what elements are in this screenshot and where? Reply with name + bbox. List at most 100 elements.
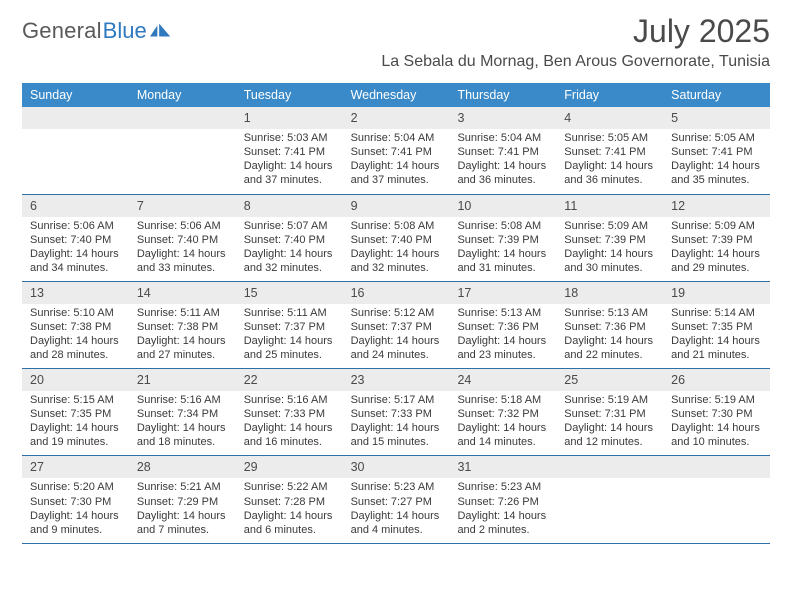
day-body: Sunrise: 5:04 AMSunset: 7:41 PMDaylight:… (343, 129, 450, 193)
calendar: Sunday Monday Tuesday Wednesday Thursday… (22, 83, 770, 544)
daylight-line: Daylight: 14 hours and 30 minutes. (564, 247, 655, 275)
day-body: Sunrise: 5:13 AMSunset: 7:36 PMDaylight:… (449, 304, 556, 368)
sunrise-line: Sunrise: 5:19 AM (671, 393, 762, 407)
calendar-day: 2Sunrise: 5:04 AMSunset: 7:41 PMDaylight… (343, 107, 450, 193)
daylight-line: Daylight: 14 hours and 6 minutes. (244, 509, 335, 537)
calendar-day: 28Sunrise: 5:21 AMSunset: 7:29 PMDayligh… (129, 456, 236, 542)
location-line: La Sebala du Mornag, Ben Arous Governora… (381, 53, 770, 71)
sunrise-line: Sunrise: 5:05 AM (671, 131, 762, 145)
weekday-saturday: Saturday (663, 83, 770, 107)
sunset-line: Sunset: 7:26 PM (457, 495, 548, 509)
daylight-line: Daylight: 14 hours and 31 minutes. (457, 247, 548, 275)
sunset-line: Sunset: 7:36 PM (564, 320, 655, 334)
calendar-day: 0 (22, 107, 129, 193)
brand-sail-icon (150, 23, 172, 39)
day-body: Sunrise: 5:23 AMSunset: 7:27 PMDaylight:… (343, 478, 450, 542)
sunset-line: Sunset: 7:33 PM (244, 407, 335, 421)
day-number-row: 3 (449, 107, 556, 129)
calendar-day: 13Sunrise: 5:10 AMSunset: 7:38 PMDayligh… (22, 282, 129, 368)
day-number: 6 (30, 199, 37, 213)
weekday-monday: Monday (129, 83, 236, 107)
daylight-line: Daylight: 14 hours and 21 minutes. (671, 334, 762, 362)
sunset-line: Sunset: 7:29 PM (137, 495, 228, 509)
day-number-row: 14 (129, 282, 236, 304)
day-body: Sunrise: 5:07 AMSunset: 7:40 PMDaylight:… (236, 217, 343, 281)
calendar-day: 3Sunrise: 5:04 AMSunset: 7:41 PMDaylight… (449, 107, 556, 193)
sunset-line: Sunset: 7:41 PM (671, 145, 762, 159)
day-body: Sunrise: 5:19 AMSunset: 7:31 PMDaylight:… (556, 391, 663, 455)
day-number: 8 (244, 199, 251, 213)
sunset-line: Sunset: 7:39 PM (457, 233, 548, 247)
daylight-line: Daylight: 14 hours and 12 minutes. (564, 421, 655, 449)
calendar-day: 24Sunrise: 5:18 AMSunset: 7:32 PMDayligh… (449, 369, 556, 455)
sunrise-line: Sunrise: 5:07 AM (244, 219, 335, 233)
sunset-line: Sunset: 7:38 PM (30, 320, 121, 334)
day-body: Sunrise: 5:05 AMSunset: 7:41 PMDaylight:… (556, 129, 663, 193)
calendar-day: 25Sunrise: 5:19 AMSunset: 7:31 PMDayligh… (556, 369, 663, 455)
day-number: 7 (137, 199, 144, 213)
weekday-header-row: Sunday Monday Tuesday Wednesday Thursday… (22, 83, 770, 107)
sunrise-line: Sunrise: 5:20 AM (30, 480, 121, 494)
daylight-line: Daylight: 14 hours and 23 minutes. (457, 334, 548, 362)
sunrise-line: Sunrise: 5:15 AM (30, 393, 121, 407)
day-number: 12 (671, 199, 685, 213)
day-number-row: 0 (556, 456, 663, 478)
day-number-row: 23 (343, 369, 450, 391)
daylight-line: Daylight: 14 hours and 37 minutes. (244, 159, 335, 187)
calendar-day: 9Sunrise: 5:08 AMSunset: 7:40 PMDaylight… (343, 195, 450, 281)
sunset-line: Sunset: 7:41 PM (564, 145, 655, 159)
day-number-row: 22 (236, 369, 343, 391)
day-number-row: 6 (22, 195, 129, 217)
day-number: 29 (244, 460, 258, 474)
sunrise-line: Sunrise: 5:16 AM (244, 393, 335, 407)
daylight-line: Daylight: 14 hours and 34 minutes. (30, 247, 121, 275)
day-number: 20 (30, 373, 44, 387)
daylight-line: Daylight: 14 hours and 9 minutes. (30, 509, 121, 537)
weekday-friday: Friday (556, 83, 663, 107)
calendar-day: 29 Sunrise: 5:22 AMSunset: 7:28 PMDayligh… (236, 456, 343, 542)
daylight-line: Daylight: 14 hours and 16 minutes. (244, 421, 335, 449)
day-number-row: 24 (449, 369, 556, 391)
day-number-row: 30 (343, 456, 450, 478)
calendar-week: 6Sunrise: 5:06 AMSunset: 7:40 PMDaylight… (22, 195, 770, 282)
title-block: July 2025 La Sebala du Mornag, Ben Arous… (381, 14, 770, 71)
calendar-day: 27 Sunrise: 5:20 AMSunset: 7:30 PMDayligh… (22, 456, 129, 542)
day-number-row: 0 (129, 107, 236, 129)
day-number: 22 (244, 373, 258, 387)
day-number-row: 18 (556, 282, 663, 304)
day-number: 5 (671, 111, 678, 125)
day-body: Sunrise: 5:22 AMSunset: 7:28 PMDaylight:… (236, 478, 343, 542)
day-body: Sunrise: 5:05 AMSunset: 7:41 PMDaylight:… (663, 129, 770, 193)
day-body: Sunrise: 5:11 AMSunset: 7:38 PMDaylight:… (129, 304, 236, 368)
calendar-weeks: 001Sunrise: 5:03 AMSunset: 7:41 PMDaylig… (22, 107, 770, 544)
daylight-line: Daylight: 14 hours and 36 minutes. (457, 159, 548, 187)
day-body: Sunrise: 5:16 AMSunset: 7:33 PMDaylight:… (236, 391, 343, 455)
sunset-line: Sunset: 7:40 PM (30, 233, 121, 247)
sunset-line: Sunset: 7:39 PM (564, 233, 655, 247)
day-number-row: 25 (556, 369, 663, 391)
day-number-row: 27 (22, 456, 129, 478)
daylight-line: Daylight: 14 hours and 25 minutes. (244, 334, 335, 362)
sunset-line: Sunset: 7:30 PM (30, 495, 121, 509)
sunset-line: Sunset: 7:41 PM (457, 145, 548, 159)
page-header: General Blue July 2025 La Sebala du Morn… (22, 14, 770, 71)
sunrise-line: Sunrise: 5:22 AM (244, 480, 335, 494)
weekday-tuesday: Tuesday (236, 83, 343, 107)
day-number-row: 15 (236, 282, 343, 304)
daylight-line: Daylight: 14 hours and 33 minutes. (137, 247, 228, 275)
day-number-row: 10 (449, 195, 556, 217)
weekday-sunday: Sunday (22, 83, 129, 107)
day-body: Sunrise: 5:12 AMSunset: 7:37 PMDaylight:… (343, 304, 450, 368)
daylight-line: Daylight: 14 hours and 37 minutes. (351, 159, 442, 187)
day-body: Sunrise: 5:13 AMSunset: 7:36 PMDaylight:… (556, 304, 663, 368)
day-body: Sunrise: 5:21 AMSunset: 7:29 PMDaylight:… (129, 478, 236, 542)
sunrise-line: Sunrise: 5:08 AM (457, 219, 548, 233)
day-body: Sunrise: 5:18 AMSunset: 7:32 PMDaylight:… (449, 391, 556, 455)
sunrise-line: Sunrise: 5:13 AM (457, 306, 548, 320)
sunrise-line: Sunrise: 5:09 AM (671, 219, 762, 233)
day-number-row: 19 (663, 282, 770, 304)
calendar-day: 22 Sunrise: 5:16 AMSunset: 7:33 PMDayligh… (236, 369, 343, 455)
sunrise-line: Sunrise: 5:12 AM (351, 306, 442, 320)
day-number-row: 12 (663, 195, 770, 217)
day-number: 13 (30, 286, 44, 300)
